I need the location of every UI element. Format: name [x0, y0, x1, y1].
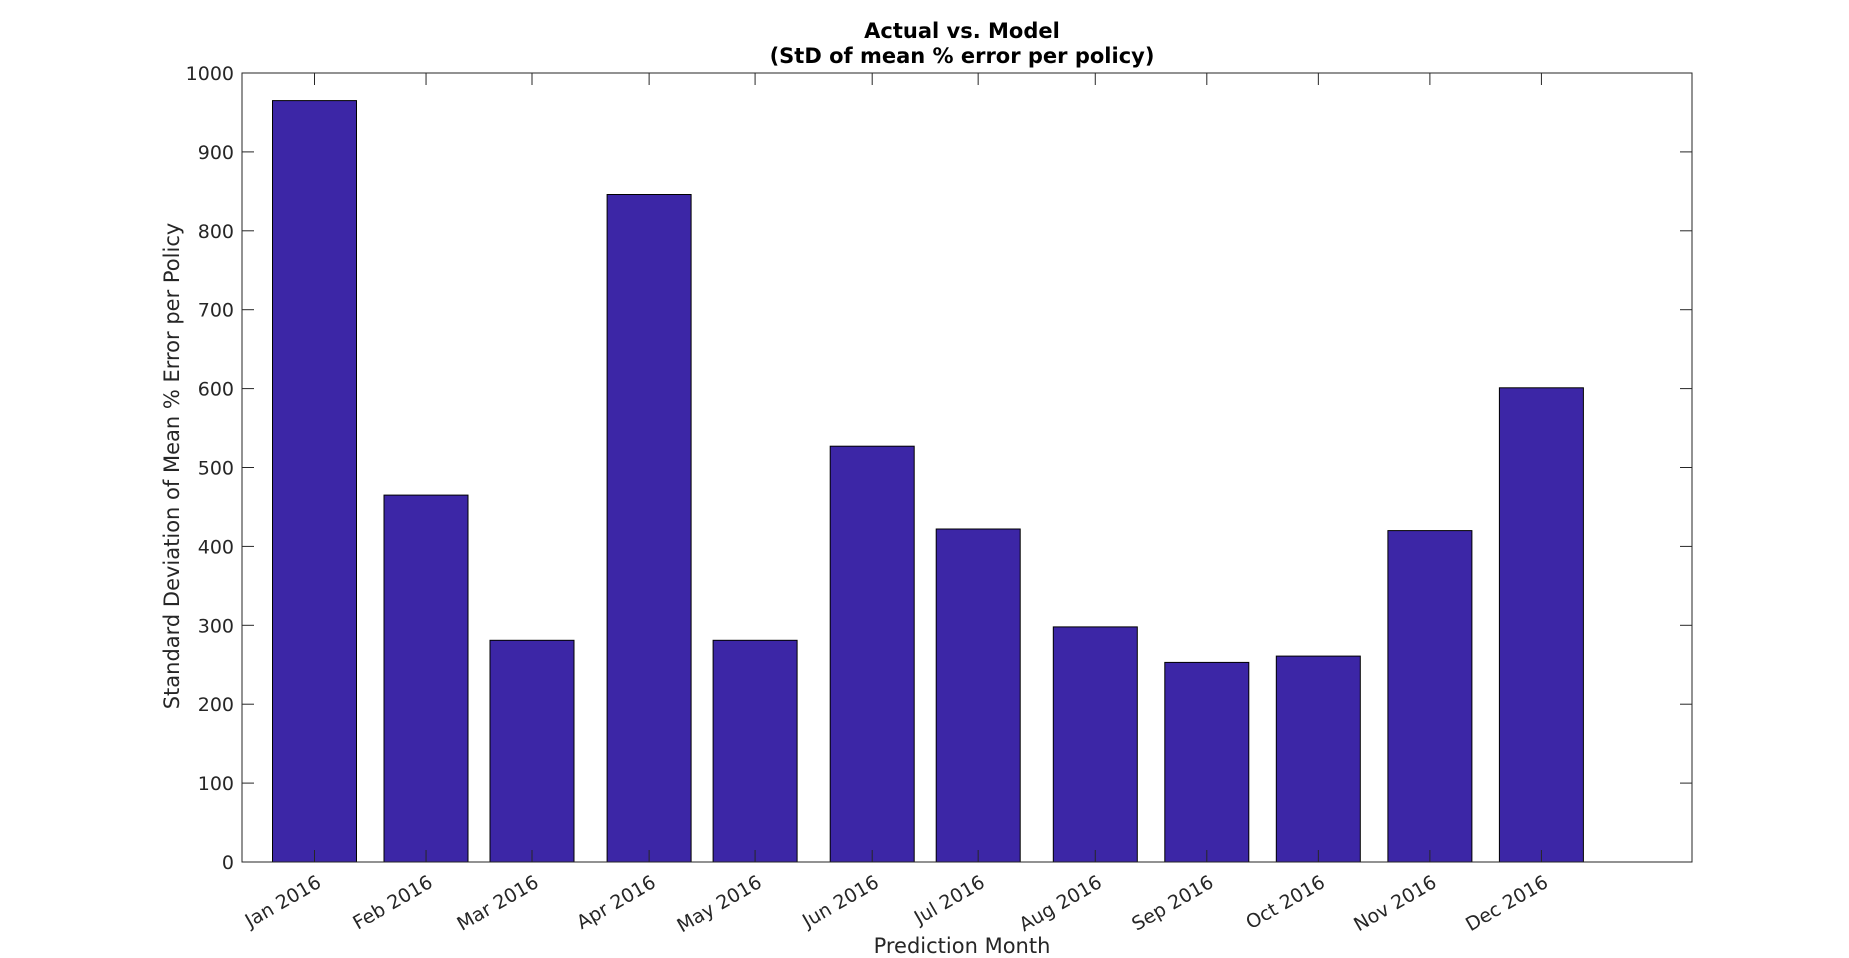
x-tick-labels: Jan 2016 Feb 2016 Mar 2016 Apr 2016 May 2016…	[241, 871, 1552, 937]
y-tick-label: 1000	[186, 63, 234, 85]
bar-may-2016	[712, 639, 798, 863]
x-tick-label: Aug 2016	[1016, 871, 1106, 936]
y-tick-label: 200	[198, 694, 234, 716]
y-tick-label: 400	[198, 536, 234, 558]
x-tick-label: Jul 2016	[910, 871, 989, 929]
y-tick-label: 700	[198, 300, 234, 322]
y-tick-label: 0	[222, 852, 234, 874]
x-tick-label: Jan 2016	[241, 871, 325, 932]
y-tick-label: 300	[198, 615, 234, 637]
x-axis-label: Prediction Month	[874, 934, 1051, 958]
bar-sep-2016	[1164, 661, 1250, 863]
x-tick-label: Sep 2016	[1128, 871, 1217, 935]
bar-aug-2016	[1052, 626, 1138, 863]
x-tick-label: Dec 2016	[1462, 871, 1552, 936]
y-tick-labels: 0 100 200 300 400 500 600 700 800 900 1000	[186, 63, 234, 874]
y-tick-label: 600	[198, 379, 234, 401]
x-tick-label: May 2016	[673, 871, 765, 937]
x-tick-label: Jun 2016	[798, 871, 883, 933]
bar-oct-2016	[1275, 655, 1361, 863]
x-tick-label: Mar 2016	[453, 871, 542, 935]
bar-dec-2016	[1498, 387, 1584, 863]
bar-apr-2016	[606, 194, 692, 863]
y-tick-label: 800	[198, 221, 234, 243]
x-tick-label: Oct 2016	[1242, 871, 1329, 934]
y-axis-label: Standard Deviation of Mean % Error per P…	[160, 223, 184, 710]
bar-mar-2016	[489, 639, 575, 863]
x-tick-label: Apr 2016	[573, 871, 660, 934]
bars-group	[272, 100, 1584, 863]
bar-jun-2016	[829, 445, 915, 863]
x-tick-label: Feb 2016	[349, 871, 436, 934]
bar-jul-2016	[935, 528, 1021, 863]
bar-nov-2016	[1387, 530, 1473, 863]
chart-subtitle: (StD of mean % error per policy)	[770, 44, 1155, 68]
chart-title: Actual vs. Model	[864, 19, 1060, 43]
bar-feb-2016	[383, 494, 469, 863]
x-tick-label: Nov 2016	[1350, 871, 1440, 936]
plot-area-frame	[241, 72, 1693, 863]
y-tick-label: 500	[198, 458, 234, 480]
y-tick-label: 900	[198, 142, 234, 164]
y-tick-label: 100	[198, 773, 234, 795]
bar-jan-2016	[272, 100, 357, 863]
